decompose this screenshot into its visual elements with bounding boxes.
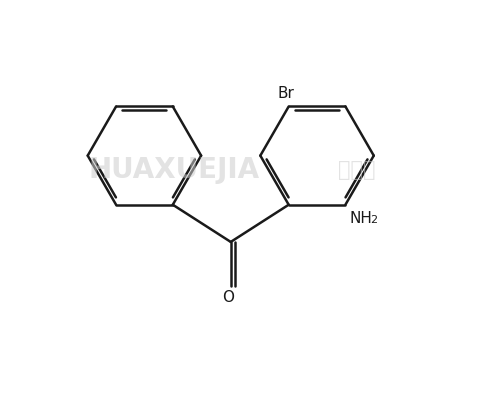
Text: NH: NH [349, 211, 372, 226]
Text: 2: 2 [370, 215, 377, 225]
Text: HUAXUEJIA: HUAXUEJIA [88, 156, 259, 184]
Text: Br: Br [278, 86, 295, 100]
Text: 化学加: 化学加 [338, 160, 375, 180]
Text: O: O [222, 290, 234, 305]
